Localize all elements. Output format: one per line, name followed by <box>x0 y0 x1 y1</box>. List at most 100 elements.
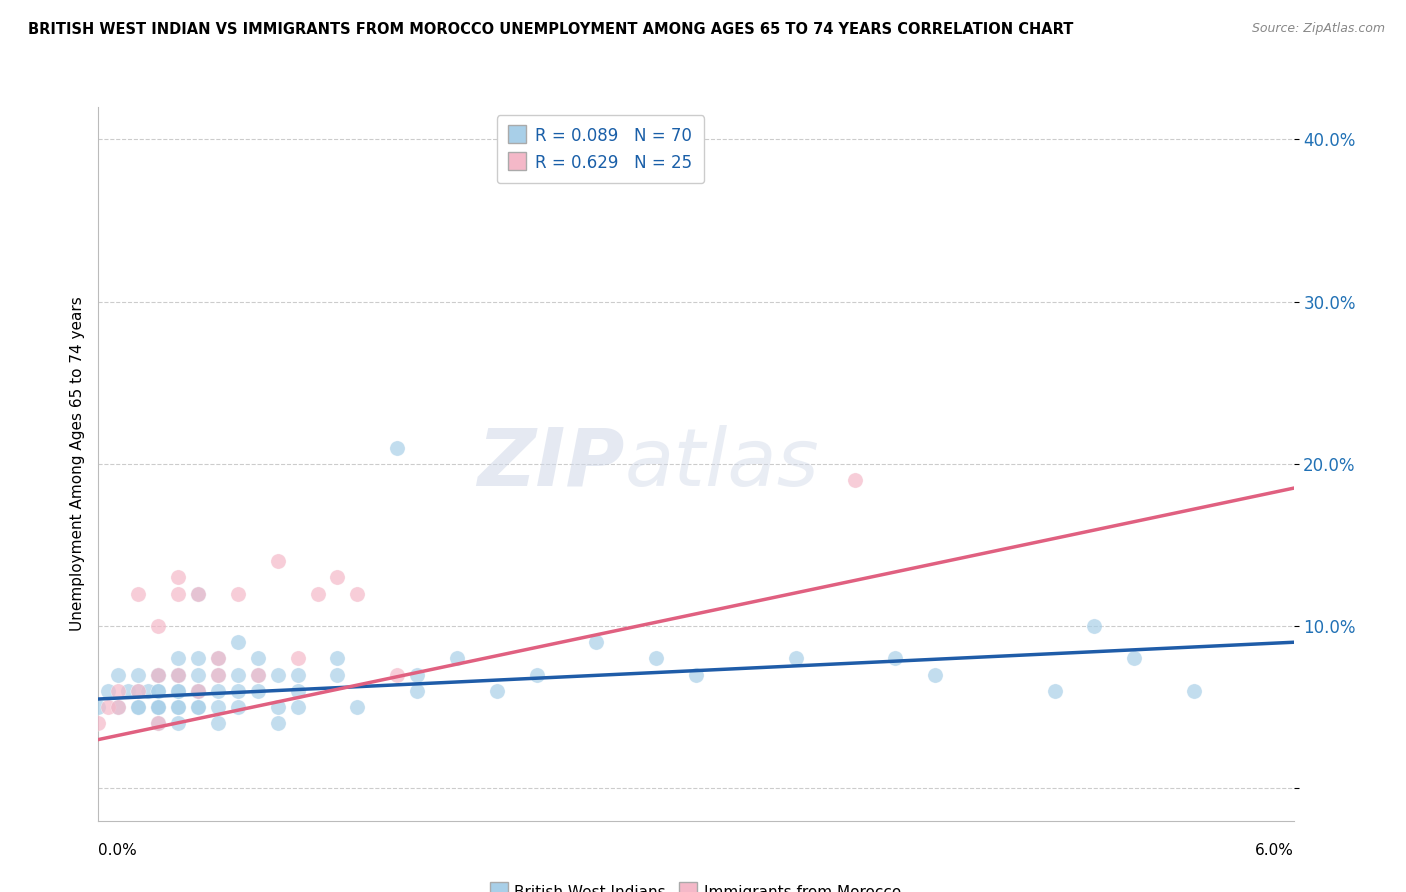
Point <box>287 651 309 665</box>
Point <box>167 700 190 714</box>
Point <box>187 700 209 714</box>
Point <box>526 667 548 681</box>
Point <box>246 667 269 681</box>
Point <box>884 651 907 665</box>
Point <box>645 651 668 665</box>
Point <box>107 700 129 714</box>
Point <box>207 716 229 731</box>
Point <box>148 667 170 681</box>
Point <box>207 684 229 698</box>
Point <box>127 700 149 714</box>
Point <box>1182 684 1205 698</box>
Point <box>148 619 170 633</box>
Point <box>107 700 129 714</box>
Legend: British West Indians, Immigrants from Morocco: British West Indians, Immigrants from Mo… <box>485 879 907 892</box>
Text: BRITISH WEST INDIAN VS IMMIGRANTS FROM MOROCCO UNEMPLOYMENT AMONG AGES 65 TO 74 : BRITISH WEST INDIAN VS IMMIGRANTS FROM M… <box>28 22 1074 37</box>
Point <box>187 684 209 698</box>
Point <box>226 700 249 714</box>
Point <box>127 684 149 698</box>
Text: ZIP: ZIP <box>477 425 624 503</box>
Point <box>167 684 190 698</box>
Point <box>207 700 229 714</box>
Point <box>226 586 249 600</box>
Point <box>136 684 159 698</box>
Point <box>446 651 468 665</box>
Point <box>107 667 129 681</box>
Point <box>844 473 866 487</box>
Point <box>267 700 290 714</box>
Point <box>406 667 429 681</box>
Point <box>97 684 120 698</box>
Point <box>148 700 170 714</box>
Point <box>1043 684 1066 698</box>
Point <box>307 586 329 600</box>
Point <box>148 684 170 698</box>
Point <box>187 586 209 600</box>
Point <box>287 684 309 698</box>
Point <box>924 667 946 681</box>
Text: 6.0%: 6.0% <box>1254 843 1294 858</box>
Point <box>187 586 209 600</box>
Point <box>385 441 409 455</box>
Point <box>246 667 269 681</box>
Point <box>267 716 290 731</box>
Point <box>167 586 190 600</box>
Point <box>785 651 807 665</box>
Point <box>167 667 190 681</box>
Point <box>187 684 209 698</box>
Text: 0.0%: 0.0% <box>98 843 138 858</box>
Point <box>207 651 229 665</box>
Point <box>485 684 508 698</box>
Point <box>246 684 269 698</box>
Point <box>226 667 249 681</box>
Point <box>685 667 707 681</box>
Point <box>346 700 368 714</box>
Y-axis label: Unemployment Among Ages 65 to 74 years: Unemployment Among Ages 65 to 74 years <box>69 296 84 632</box>
Point <box>226 635 249 649</box>
Point <box>187 651 209 665</box>
Point <box>207 667 229 681</box>
Text: Source: ZipAtlas.com: Source: ZipAtlas.com <box>1251 22 1385 36</box>
Point <box>127 667 149 681</box>
Point <box>226 684 249 698</box>
Point <box>326 651 349 665</box>
Point <box>267 667 290 681</box>
Point <box>1083 619 1105 633</box>
Point <box>148 700 170 714</box>
Point <box>87 716 110 731</box>
Point <box>1123 651 1146 665</box>
Point <box>148 667 170 681</box>
Point <box>267 554 290 568</box>
Point <box>167 716 190 731</box>
Point <box>406 684 429 698</box>
Point <box>167 667 190 681</box>
Point <box>167 570 190 584</box>
Point <box>585 635 607 649</box>
Point <box>148 716 170 731</box>
Point <box>167 684 190 698</box>
Point <box>385 667 409 681</box>
Point <box>346 586 368 600</box>
Point <box>148 684 170 698</box>
Point <box>246 651 269 665</box>
Point <box>87 700 110 714</box>
Point <box>127 684 149 698</box>
Point <box>207 651 229 665</box>
Point <box>148 716 170 731</box>
Point <box>326 667 349 681</box>
Text: atlas: atlas <box>624 425 820 503</box>
Point <box>127 700 149 714</box>
Point <box>167 700 190 714</box>
Point <box>97 700 120 714</box>
Point <box>207 667 229 681</box>
Point <box>167 651 190 665</box>
Point <box>326 570 349 584</box>
Point <box>187 667 209 681</box>
Point <box>287 700 309 714</box>
Point <box>117 684 139 698</box>
Point <box>167 667 190 681</box>
Point <box>148 700 170 714</box>
Point <box>107 684 129 698</box>
Point <box>187 684 209 698</box>
Point <box>187 700 209 714</box>
